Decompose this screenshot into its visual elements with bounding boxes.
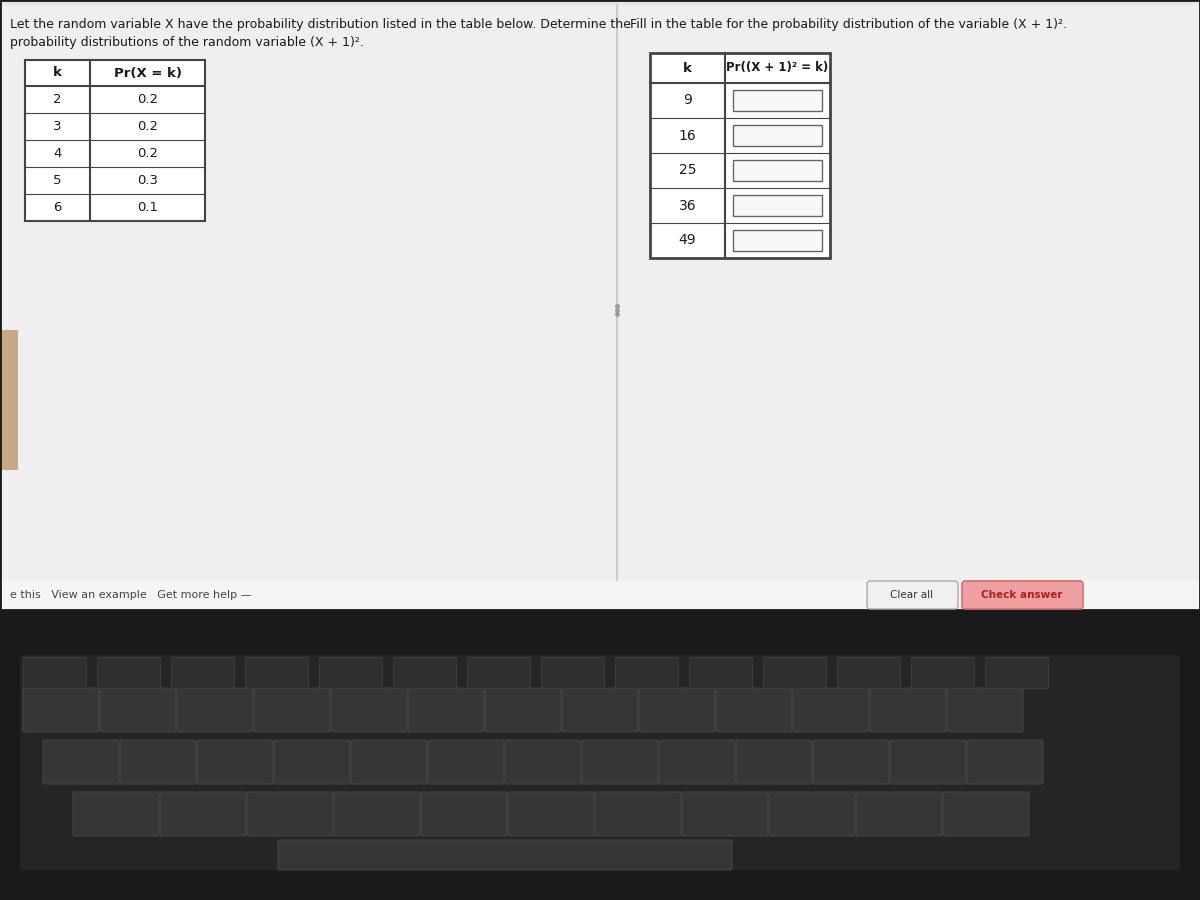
FancyBboxPatch shape [428, 740, 504, 784]
FancyBboxPatch shape [562, 688, 638, 732]
Text: 25: 25 [679, 164, 696, 177]
Text: k: k [53, 67, 62, 79]
Text: 0.2: 0.2 [137, 147, 158, 160]
FancyBboxPatch shape [890, 740, 966, 784]
FancyBboxPatch shape [468, 658, 530, 688]
Bar [650, 53, 830, 258]
FancyBboxPatch shape [640, 688, 715, 732]
FancyBboxPatch shape [274, 740, 350, 784]
FancyBboxPatch shape [43, 740, 119, 784]
FancyBboxPatch shape [394, 658, 456, 688]
FancyBboxPatch shape [246, 658, 308, 688]
Text: k: k [683, 61, 692, 75]
Text: Pr(X = k): Pr(X = k) [114, 67, 181, 79]
FancyBboxPatch shape [120, 740, 196, 784]
Text: 0.3: 0.3 [137, 174, 158, 187]
FancyBboxPatch shape [595, 792, 682, 836]
FancyBboxPatch shape [421, 792, 508, 836]
FancyBboxPatch shape [616, 658, 678, 688]
Bar [20, 655, 1180, 870]
FancyBboxPatch shape [947, 688, 1022, 732]
FancyBboxPatch shape [716, 688, 792, 732]
FancyBboxPatch shape [769, 792, 854, 836]
Text: Fill in the table for the probability distribution of the variable (X + 1)².: Fill in the table for the probability di… [630, 18, 1067, 31]
Text: Let the random variable X have the probability distribution listed in the table : Let the random variable X have the proba… [10, 18, 631, 31]
FancyBboxPatch shape [943, 792, 1030, 836]
FancyBboxPatch shape [334, 792, 420, 836]
Bar [733, 90, 822, 111]
Text: Pr((X + 1)² = k): Pr((X + 1)² = k) [726, 61, 829, 75]
Bar [0, 10, 620, 600]
Text: 5: 5 [53, 174, 61, 187]
FancyBboxPatch shape [582, 740, 658, 784]
Text: 3: 3 [53, 120, 61, 133]
FancyBboxPatch shape [278, 840, 732, 870]
FancyBboxPatch shape [870, 688, 946, 732]
FancyBboxPatch shape [814, 740, 889, 784]
Bar [0, 5, 1200, 580]
Text: 6: 6 [53, 201, 61, 214]
FancyBboxPatch shape [866, 581, 958, 609]
FancyBboxPatch shape [172, 658, 234, 688]
FancyBboxPatch shape [247, 792, 334, 836]
Text: Check answer: Check answer [982, 590, 1063, 600]
FancyBboxPatch shape [352, 740, 427, 784]
Text: 2: 2 [53, 93, 61, 106]
Text: probability distributions of the random variable (X + 1)².: probability distributions of the random … [10, 36, 364, 49]
FancyBboxPatch shape [736, 740, 812, 784]
Bar [0, 0, 1200, 610]
Text: 36: 36 [679, 199, 696, 212]
FancyBboxPatch shape [793, 688, 869, 732]
FancyBboxPatch shape [690, 658, 752, 688]
FancyBboxPatch shape [967, 740, 1043, 784]
FancyBboxPatch shape [912, 658, 974, 688]
FancyBboxPatch shape [508, 792, 594, 836]
Text: Clear all: Clear all [890, 590, 934, 600]
Bar [0, 600, 1200, 645]
Bar [733, 160, 822, 181]
FancyBboxPatch shape [100, 688, 176, 732]
FancyBboxPatch shape [73, 792, 158, 836]
Text: e this   View an example   Get more help —: e this View an example Get more help — [10, 590, 252, 600]
FancyBboxPatch shape [97, 658, 161, 688]
FancyBboxPatch shape [838, 658, 900, 688]
FancyBboxPatch shape [254, 688, 330, 732]
Bar [25, 60, 205, 221]
Bar [733, 125, 822, 146]
FancyBboxPatch shape [178, 688, 253, 732]
FancyBboxPatch shape [319, 658, 383, 688]
Text: 16: 16 [679, 129, 696, 142]
FancyBboxPatch shape [962, 581, 1084, 609]
Text: 9: 9 [683, 94, 692, 107]
FancyBboxPatch shape [541, 658, 605, 688]
Text: 0.2: 0.2 [137, 93, 158, 106]
Text: 0.1: 0.1 [137, 201, 158, 214]
Bar [0, 5, 1200, 600]
FancyBboxPatch shape [763, 658, 827, 688]
FancyBboxPatch shape [197, 740, 274, 784]
FancyBboxPatch shape [485, 688, 562, 732]
Bar [0, 580, 1200, 610]
Bar [733, 230, 822, 251]
Text: 49: 49 [679, 233, 696, 248]
FancyBboxPatch shape [985, 658, 1049, 688]
FancyBboxPatch shape [856, 792, 942, 836]
Bar [0, 640, 1200, 900]
FancyBboxPatch shape [505, 740, 581, 784]
Text: 0.2: 0.2 [137, 120, 158, 133]
Bar [0, 0, 1200, 610]
Bar [733, 195, 822, 216]
FancyBboxPatch shape [682, 792, 768, 836]
Text: 4: 4 [53, 147, 61, 160]
FancyBboxPatch shape [23, 688, 98, 732]
FancyBboxPatch shape [24, 658, 86, 688]
FancyBboxPatch shape [659, 740, 734, 784]
FancyBboxPatch shape [408, 688, 484, 732]
FancyBboxPatch shape [160, 792, 246, 836]
Bar [0, 330, 18, 470]
FancyBboxPatch shape [331, 688, 407, 732]
